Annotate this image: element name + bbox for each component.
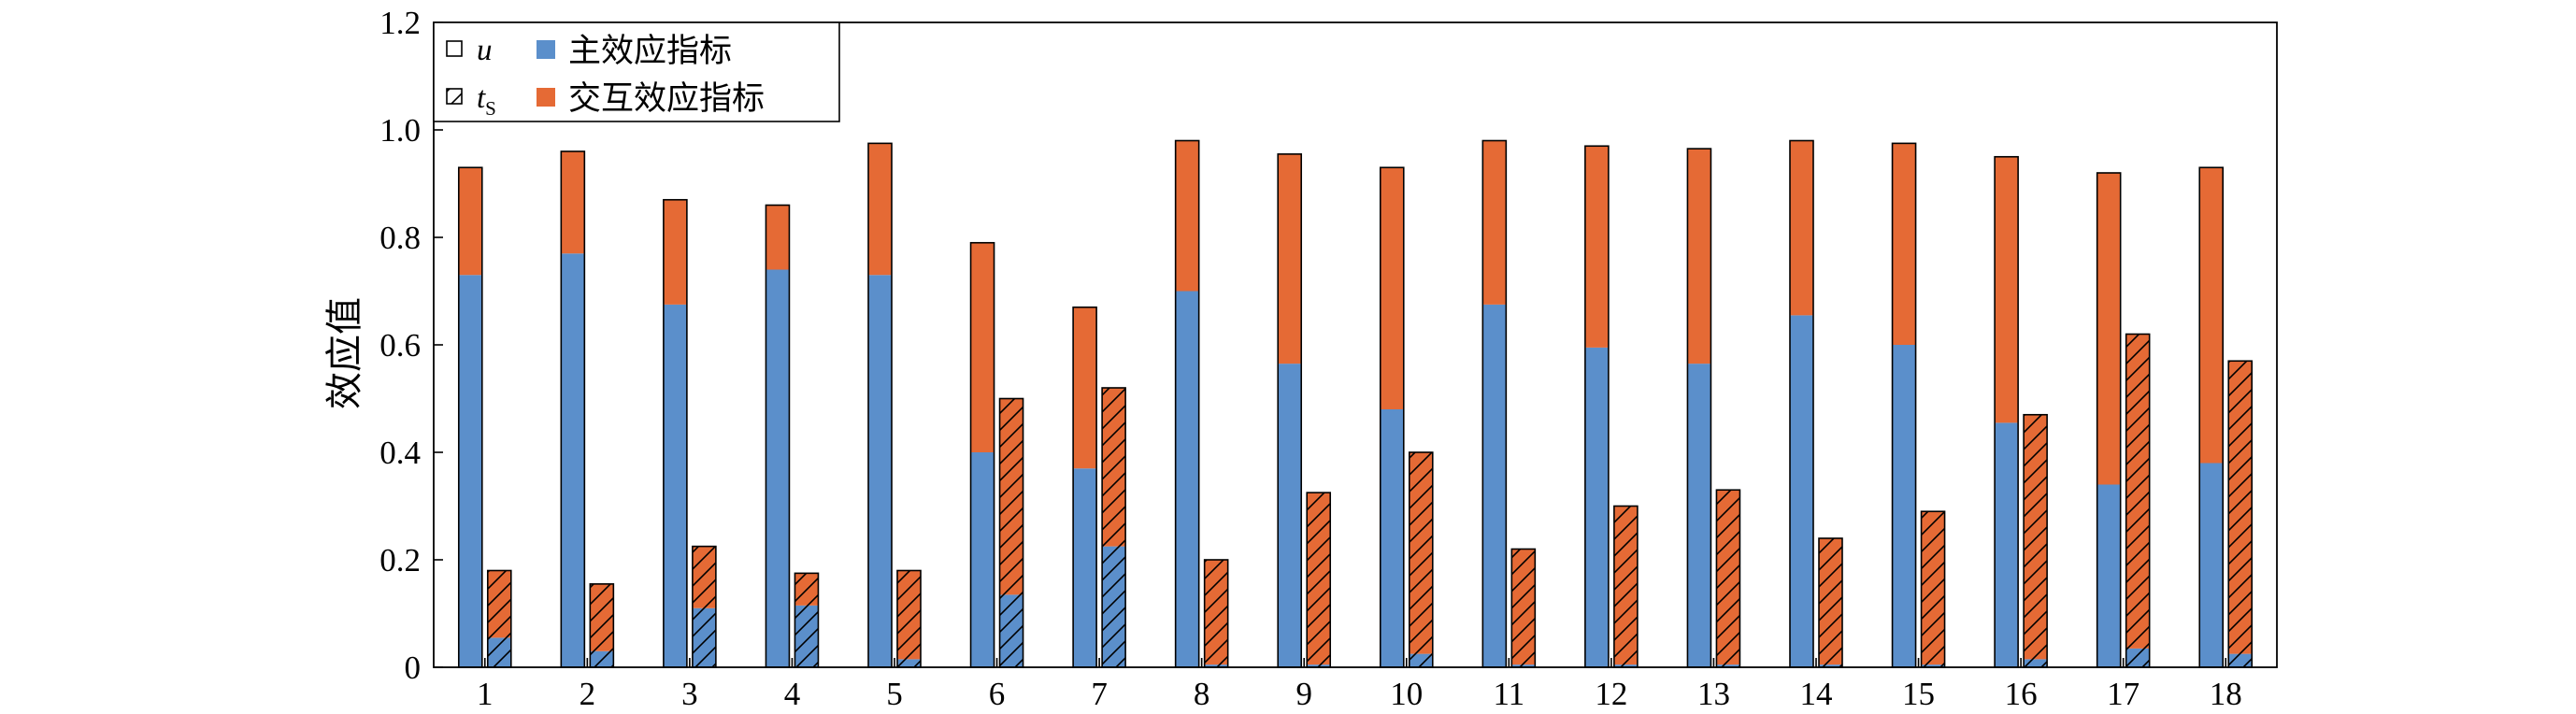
y-tick-label-3: 0.6 bbox=[379, 327, 421, 364]
x-tick-label-18: 18 bbox=[2210, 676, 2242, 712]
bar-hatch-ts-18 bbox=[2228, 361, 2253, 667]
y-tick-label-2: 0.4 bbox=[379, 435, 421, 471]
bar-hatch-ts-2 bbox=[590, 583, 614, 667]
axes: 1 2 3 4 5 6 7 8 9 10 11 12 13 14 15 16 17 1800.20.40.60.8… bbox=[379, 5, 2278, 712]
legend-box bbox=[433, 21, 840, 122]
legend-swatch-u bbox=[446, 40, 463, 57]
bar-interaction-u-12 bbox=[1584, 146, 1609, 348]
bar-hatch-ts-4 bbox=[794, 573, 819, 667]
x-tick-label-1: 1 bbox=[477, 676, 494, 712]
y-axis-title: 效应值 bbox=[323, 297, 365, 409]
bar-interaction-u-18 bbox=[2199, 167, 2224, 464]
y-tick-label-0: 0 bbox=[405, 650, 422, 686]
x-tick-label-3: 3 bbox=[681, 676, 698, 712]
bar-hatch-ts-12 bbox=[1613, 506, 1638, 667]
plot-area bbox=[457, 139, 2254, 668]
bar-interaction-u-5 bbox=[868, 143, 892, 276]
bar-main-u-8 bbox=[1175, 291, 1199, 667]
bar-hatch-ts-9 bbox=[1307, 493, 1331, 667]
bar-main-u-14 bbox=[1790, 315, 1813, 667]
bar-main-u-16 bbox=[1995, 422, 2019, 667]
y-tick-label-5: 1.0 bbox=[379, 112, 421, 149]
bar-interaction-u-15 bbox=[1892, 143, 1916, 345]
y-tick-label-4: 0.8 bbox=[379, 220, 421, 256]
bar-main-u-1 bbox=[458, 275, 482, 667]
bar-interaction-u-4 bbox=[766, 205, 790, 270]
bar-interaction-u-11 bbox=[1482, 140, 1507, 305]
x-tick-label-2: 2 bbox=[580, 676, 596, 712]
legend-label-main-effect: 主效应指标 bbox=[568, 33, 732, 69]
x-tick-label-15: 15 bbox=[1902, 676, 1935, 712]
bar-interaction-u-8 bbox=[1175, 140, 1199, 292]
x-tick-label-9: 9 bbox=[1295, 676, 1312, 712]
x-tick-label-14: 14 bbox=[1800, 676, 1833, 712]
y-tick-label-1: 0.2 bbox=[379, 542, 421, 578]
legend-swatch-main-effect bbox=[537, 40, 555, 59]
bar-main-u-3 bbox=[663, 304, 687, 667]
x-tick-label-16: 16 bbox=[2005, 676, 2038, 712]
bar-main-u-13 bbox=[1687, 364, 1711, 667]
bar-interaction-u-3 bbox=[663, 199, 687, 305]
x-tick-label-6: 6 bbox=[989, 676, 1006, 712]
y-tick-label-6: 1.2 bbox=[379, 5, 421, 41]
bar-interaction-u-7 bbox=[1073, 307, 1097, 469]
bar-hatch-ts-6 bbox=[999, 398, 1023, 667]
bar-interaction-u-1 bbox=[458, 167, 482, 276]
bar-hatch-ts-14 bbox=[1819, 538, 1842, 667]
bar-hatch-ts-15 bbox=[1921, 511, 1945, 667]
bar-main-u-4 bbox=[766, 269, 790, 667]
bar-main-u-2 bbox=[561, 253, 585, 667]
bar-hatch-ts-17 bbox=[2125, 334, 2150, 667]
x-tick-label-5: 5 bbox=[886, 676, 903, 712]
bar-main-u-12 bbox=[1584, 347, 1609, 667]
x-tick-label-12: 12 bbox=[1595, 676, 1627, 712]
legend-swatch-interaction-effect bbox=[537, 88, 555, 107]
bar-interaction-u-9 bbox=[1278, 153, 1302, 364]
bar-main-u-11 bbox=[1482, 304, 1507, 667]
bar-interaction-u-6 bbox=[970, 242, 995, 452]
bar-main-u-18 bbox=[2199, 463, 2224, 667]
x-tick-label-4: 4 bbox=[784, 676, 801, 712]
bar-hatch-ts-7 bbox=[1102, 388, 1126, 667]
bar-hatch-ts-1 bbox=[487, 570, 511, 667]
bar-interaction-u-14 bbox=[1790, 140, 1813, 316]
bar-interaction-u-2 bbox=[561, 151, 585, 254]
bar-hatch-ts-13 bbox=[1716, 490, 1740, 667]
x-tick-label-11: 11 bbox=[1493, 676, 1524, 712]
legend-swatch-ts bbox=[446, 88, 463, 105]
bar-hatch-ts-16 bbox=[2024, 414, 2048, 667]
bar-hatch-ts-8 bbox=[1204, 560, 1228, 667]
legend-label-u: u bbox=[477, 34, 493, 67]
legend-label-ts: tS bbox=[477, 81, 496, 120]
bar-main-u-17 bbox=[2097, 484, 2121, 667]
bar-hatch-ts-11 bbox=[1511, 549, 1536, 667]
x-tick-label-7: 7 bbox=[1091, 676, 1108, 712]
bar-main-u-15 bbox=[1892, 345, 1916, 667]
x-tick-label-13: 13 bbox=[1697, 676, 1730, 712]
bar-hatch-ts-10 bbox=[1409, 452, 1433, 667]
bar-hatch-ts-3 bbox=[692, 546, 716, 667]
x-tick-label-17: 17 bbox=[2107, 676, 2140, 712]
bar-main-u-10 bbox=[1380, 409, 1404, 667]
bar-interaction-u-16 bbox=[1995, 156, 2019, 423]
bar-interaction-u-13 bbox=[1687, 149, 1711, 364]
bar-main-u-7 bbox=[1073, 468, 1097, 667]
bar-main-u-6 bbox=[970, 452, 995, 667]
bar-interaction-u-17 bbox=[2097, 173, 2121, 485]
legend-label-interaction-effect: 交互效应指标 bbox=[568, 80, 765, 117]
bar-interaction-u-10 bbox=[1380, 167, 1404, 409]
bar-main-u-9 bbox=[1278, 364, 1302, 667]
bar-main-u-5 bbox=[868, 275, 892, 667]
bar-hatch-ts-5 bbox=[897, 570, 921, 667]
legend: u tS 主效应指标 交互效应指标 bbox=[433, 21, 840, 122]
x-tick-label-10: 10 bbox=[1390, 676, 1423, 712]
x-tick-label-8: 8 bbox=[1194, 676, 1210, 712]
